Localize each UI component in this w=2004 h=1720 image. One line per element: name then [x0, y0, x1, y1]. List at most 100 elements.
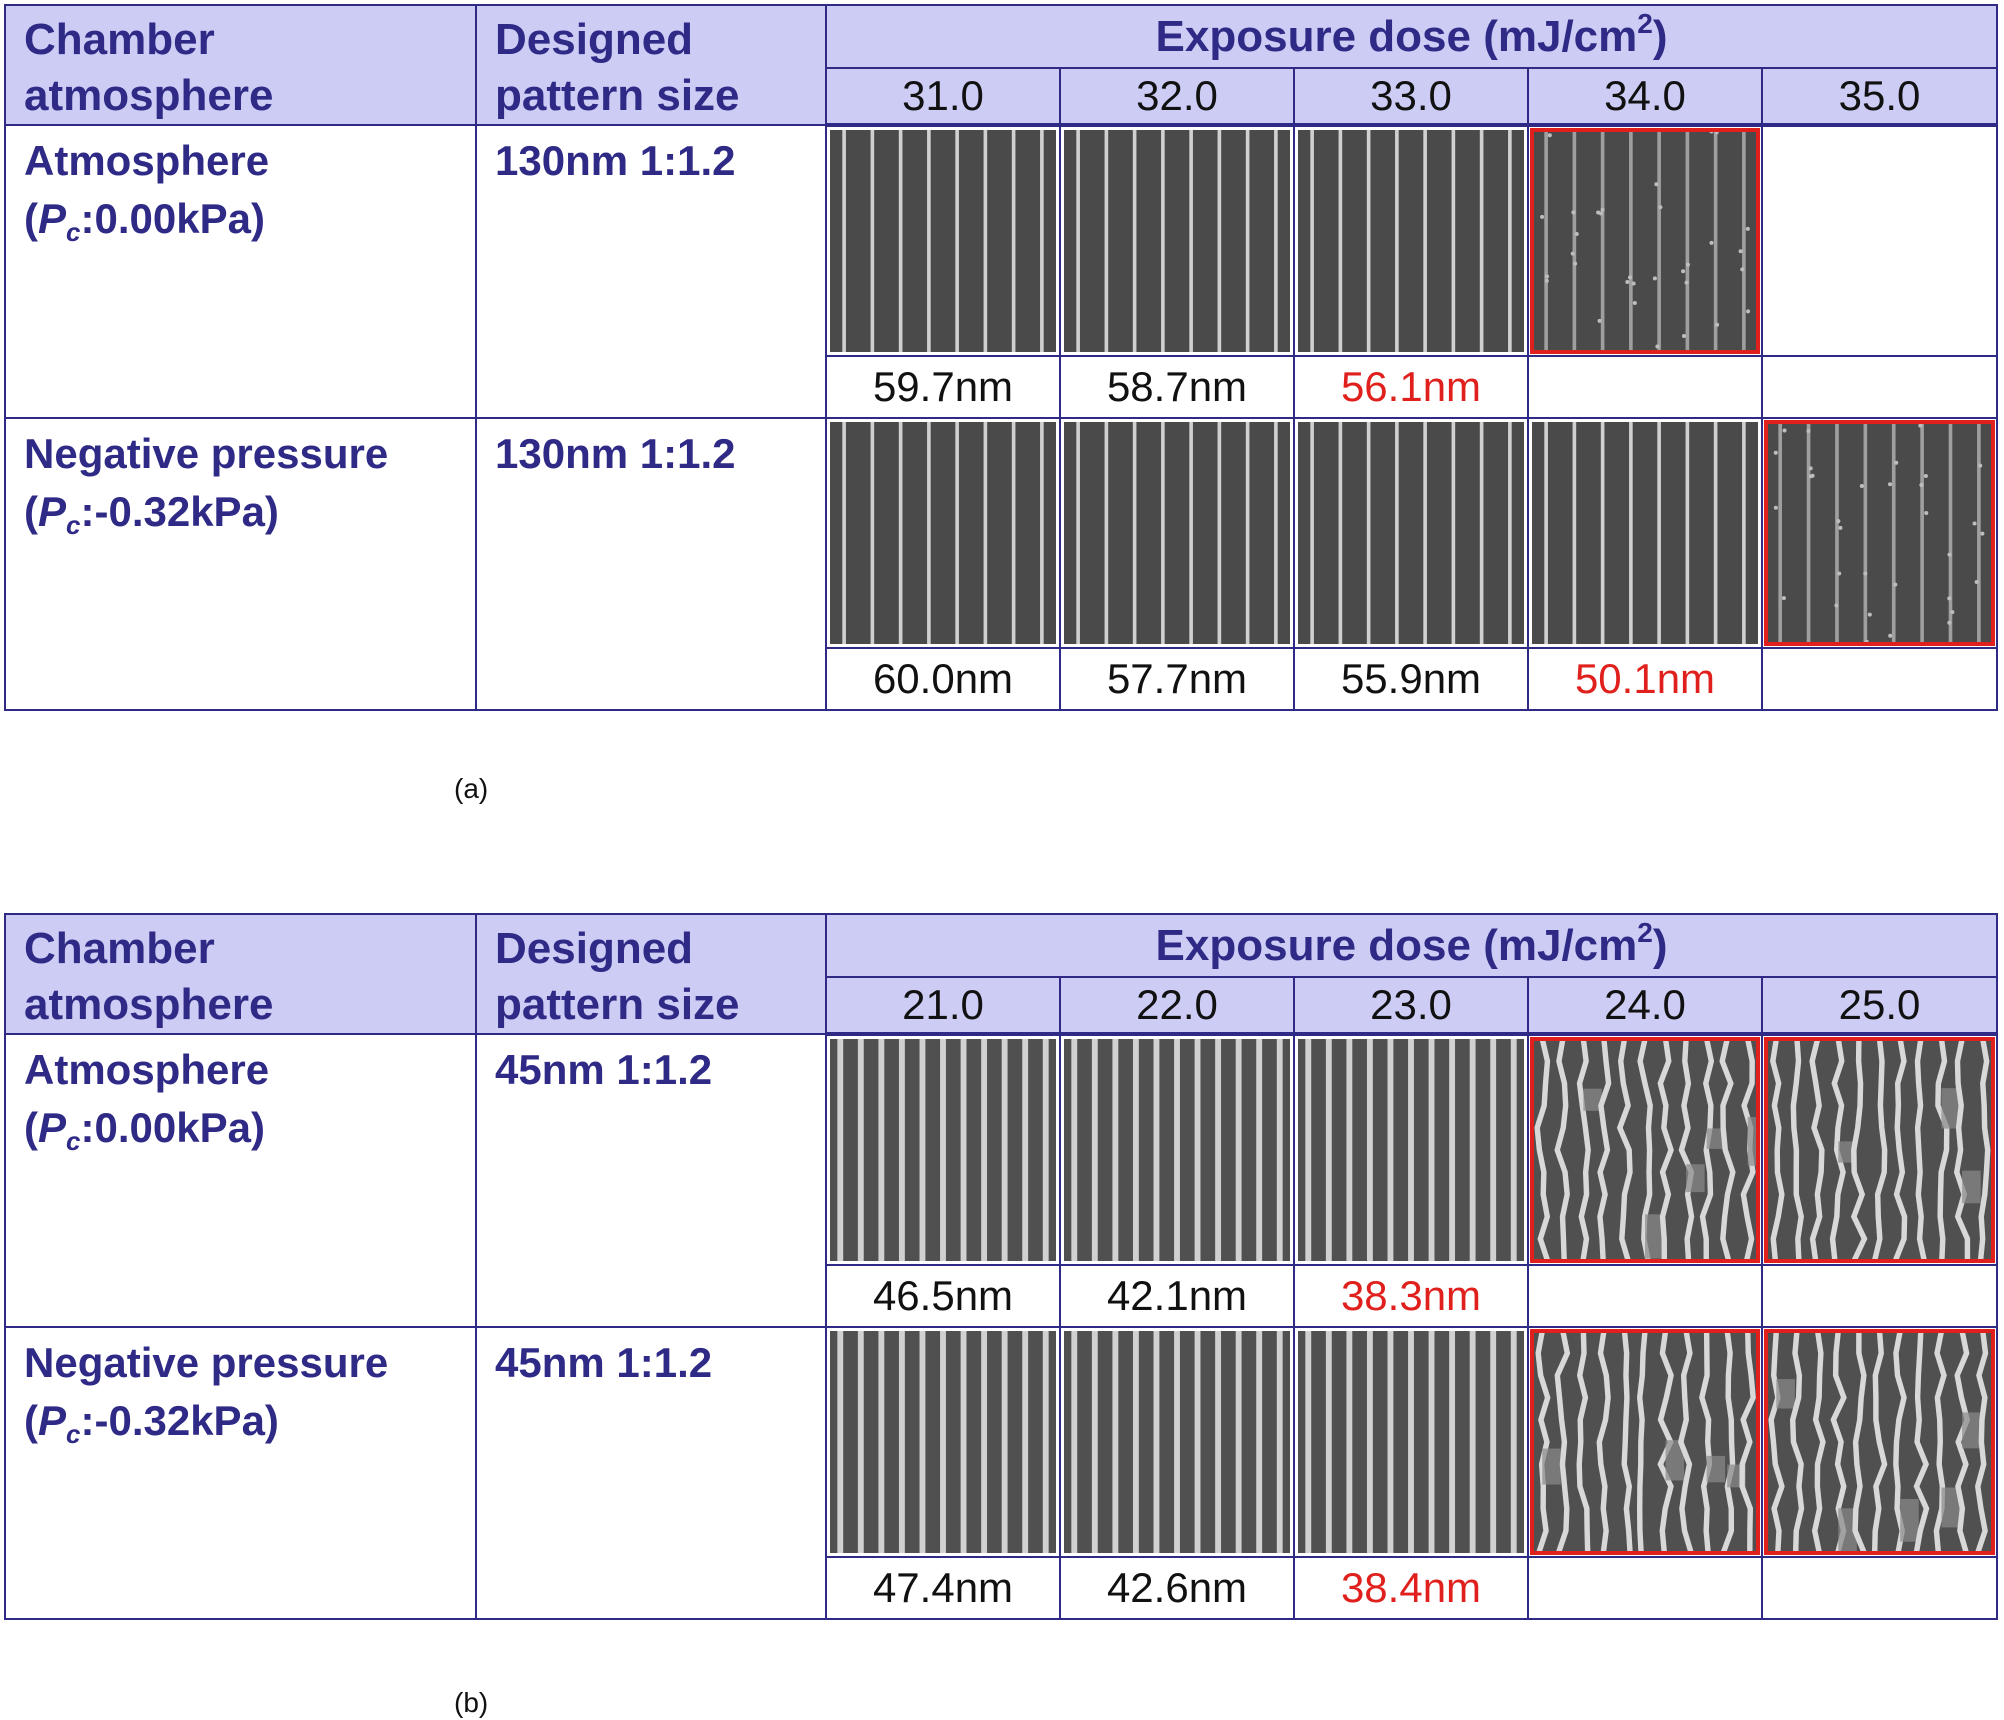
linewidth-measurement: 38.4nm: [1293, 1556, 1529, 1620]
sem-micrograph-flagged: [1530, 1037, 1760, 1263]
linewidth-measurement: 47.4nm: [825, 1556, 1061, 1620]
sem-micrograph: [1298, 130, 1524, 352]
dose-value: 34.0: [1527, 67, 1763, 127]
sem-image-cell: [1760, 1033, 1999, 1266]
sem-micrograph: [1064, 130, 1290, 352]
pressure-value: :-0.32kPa): [80, 488, 279, 535]
sem-image-cell: [1293, 417, 1529, 649]
sem-image-cell: [1527, 1033, 1763, 1266]
pressure-value: :0.00kPa): [80, 1104, 265, 1151]
figure-panel-b: Chamber atmosphere Designed pattern size…: [4, 913, 1999, 1620]
dose-title: Exposure dose (mJ/cm: [1155, 921, 1638, 970]
linewidth-measurement: 58.7nm: [1059, 355, 1295, 419]
sem-micrograph: [830, 130, 1056, 352]
results-table-a: Chamber atmosphere Designed pattern size…: [4, 4, 1999, 711]
row-label-line1: Atmosphere: [24, 137, 270, 184]
pressure-symbol: P: [38, 488, 67, 535]
sem-image-cell: [1293, 124, 1529, 357]
linewidth-measurement: 38.3nm: [1293, 1264, 1529, 1328]
sem-micrograph: [830, 422, 1056, 644]
header-exposure-dose: Exposure dose (mJ/cm2): [824, 913, 1999, 978]
header-pattern-line2: pattern size: [495, 980, 740, 1029]
linewidth-measurement: 42.1nm: [1059, 1264, 1295, 1328]
pressure-symbol: P: [38, 1104, 67, 1151]
sem-image-cell: [1059, 124, 1295, 357]
sem-image-cell: [1293, 1326, 1529, 1558]
dose-value: 32.0: [1059, 67, 1295, 127]
dose-value: 24.0: [1527, 976, 1763, 1036]
sem-image-cell: [1059, 1033, 1295, 1266]
sem-micrograph: [1298, 422, 1524, 644]
sem-micrograph-flagged: [1530, 128, 1760, 354]
row-label-line1: Negative pressure: [24, 1339, 389, 1386]
linewidth-measurement: 46.5nm: [825, 1264, 1061, 1328]
header-pattern-line1: Designed: [495, 15, 694, 64]
linewidth-measurement: 59.7nm: [825, 355, 1061, 419]
pressure-symbol: P: [38, 195, 67, 242]
linewidth-measurement: 55.9nm: [1293, 647, 1529, 711]
row-label-pressure: (Pc:0.00kPa): [24, 1104, 265, 1156]
sem-micrograph: [1064, 1039, 1290, 1261]
sem-image-cell: [1293, 1033, 1529, 1266]
dose-value: 35.0: [1760, 67, 1999, 127]
row-label-line1: Negative pressure: [24, 430, 389, 477]
sem-micrograph: [830, 1331, 1056, 1553]
pressure-subscript: c: [66, 1126, 81, 1156]
sem-micrograph: [1298, 1039, 1524, 1261]
sem-image-cell: [1527, 417, 1763, 649]
header-chamber-line2: atmosphere: [24, 71, 274, 120]
linewidth-measurement: [1760, 1264, 1999, 1328]
pressure-subscript: c: [66, 510, 81, 540]
pressure-symbol: P: [38, 1397, 67, 1444]
linewidth-measurement: [1760, 647, 1999, 711]
linewidth-measurement: 42.6nm: [1059, 1556, 1295, 1620]
row-label-pressure: (Pc:-0.32kPa): [24, 1397, 279, 1449]
row-label-line1: Atmosphere: [24, 1046, 270, 1093]
sem-micrograph: [830, 1039, 1056, 1261]
dose-value: 25.0: [1760, 976, 1999, 1036]
header-chamber-line1: Chamber: [24, 924, 215, 973]
linewidth-measurement: 60.0nm: [825, 647, 1061, 711]
header-chamber-atmosphere: Chamber atmosphere: [4, 913, 477, 1035]
row-label-atmosphere: Atmosphere (Pc:0.00kPa): [4, 1033, 477, 1328]
figure-panel-a: Chamber atmosphere Designed pattern size…: [4, 4, 1999, 711]
header-exposure-dose: Exposure dose (mJ/cm2): [824, 4, 1999, 69]
header-pattern-line1: Designed: [495, 924, 694, 973]
dose-value: 23.0: [1293, 976, 1529, 1036]
dose-value: 31.0: [825, 67, 1061, 127]
sem-image-cell: [825, 1033, 1061, 1266]
header-chamber-atmosphere: Chamber atmosphere: [4, 4, 477, 126]
sem-micrograph-flagged: [1763, 420, 1996, 646]
dose-value: 22.0: [1059, 976, 1295, 1036]
pressure-value: :-0.32kPa): [80, 1397, 279, 1444]
header-designed-pattern-size: Designed pattern size: [475, 4, 827, 126]
header-chamber-line2: atmosphere: [24, 980, 274, 1029]
sem-image-cell: [1527, 1326, 1763, 1558]
sem-micrograph-flagged: [1763, 1037, 1996, 1263]
row-label-pressure: (Pc:0.00kPa): [24, 195, 265, 247]
dose-value: 33.0: [1293, 67, 1529, 127]
sem-micrograph: [1064, 1331, 1290, 1553]
header-chamber-line1: Chamber: [24, 15, 215, 64]
row-label-negative-pressure: Negative pressure (Pc:-0.32kPa): [4, 1326, 477, 1620]
linewidth-measurement: 57.7nm: [1059, 647, 1295, 711]
sem-image-cell: [1059, 417, 1295, 649]
pattern-size: 130nm 1:1.2: [475, 124, 827, 419]
linewidth-measurement: [1527, 355, 1763, 419]
linewidth-measurement: [1760, 1556, 1999, 1620]
row-label-negative-pressure: Negative pressure (Pc:-0.32kPa): [4, 417, 477, 711]
dose-unit-superscript: 2: [1637, 917, 1653, 948]
header-pattern-line2: pattern size: [495, 71, 740, 120]
row-label-atmosphere: Atmosphere (Pc:0.00kPa): [4, 124, 477, 419]
panel-caption-b: (b): [454, 1687, 489, 1718]
sem-image-cell: [825, 124, 1061, 357]
pattern-size: 45nm 1:1.2: [475, 1033, 827, 1328]
pattern-size: 45nm 1:1.2: [475, 1326, 827, 1620]
sem-image-cell: [825, 1326, 1061, 1558]
sem-image-cell: [1760, 1326, 1999, 1558]
pressure-value: :0.00kPa): [80, 195, 265, 242]
sem-micrograph: [1298, 1331, 1524, 1553]
sem-micrograph-flagged: [1763, 1329, 1996, 1555]
sem-image-cell: [825, 417, 1061, 649]
linewidth-measurement: [1760, 355, 1999, 419]
